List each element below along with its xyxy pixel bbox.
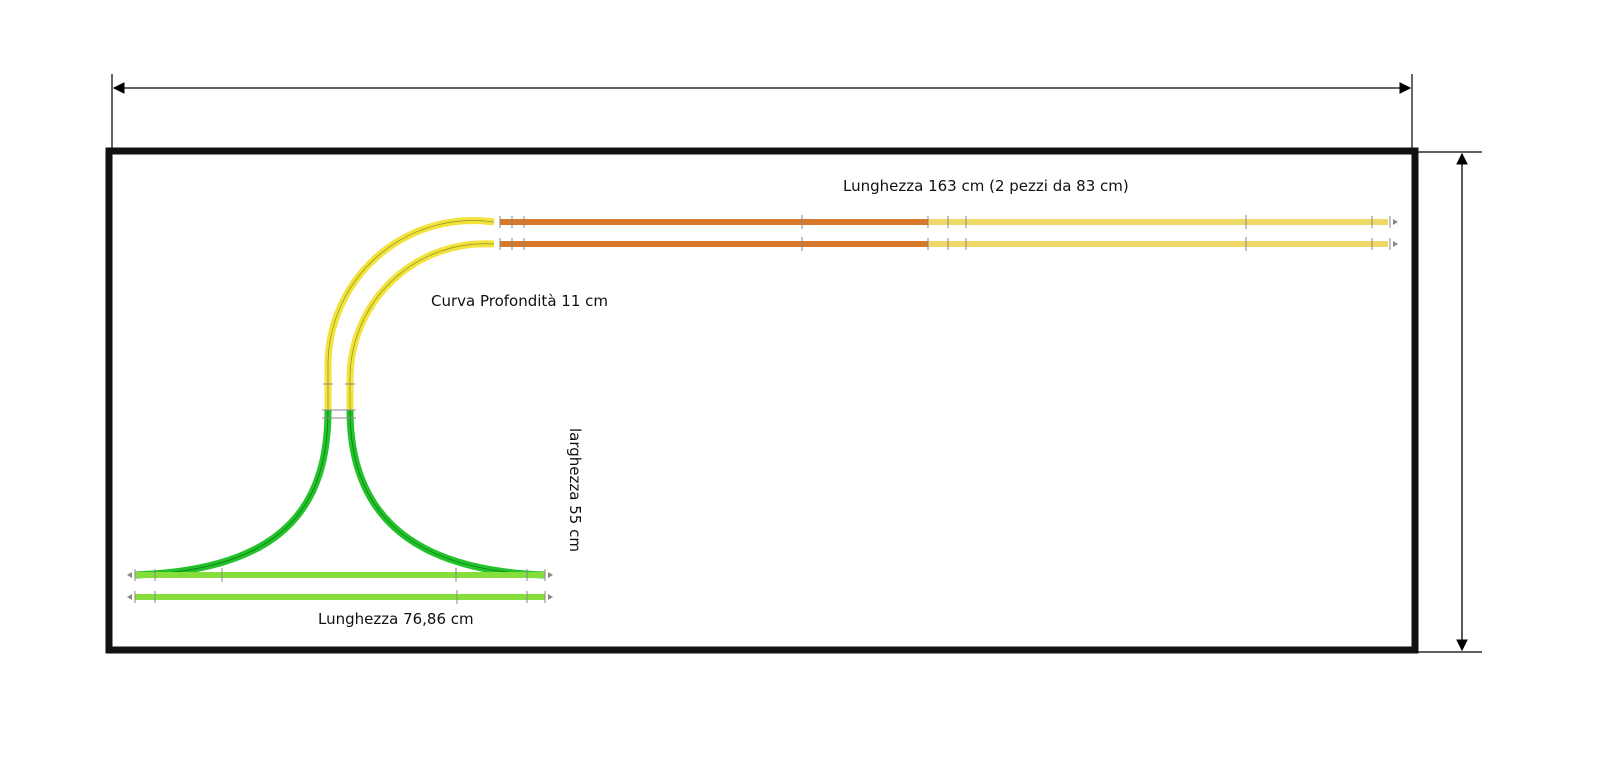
- label-top-length: Lunghezza 163 cm (2 pezzi da 83 cm): [843, 177, 1129, 195]
- vertical-dimension: [1390, 151, 1482, 653]
- board-outline: [105, 147, 1419, 654]
- label-curve-depth: Curva Profondità 11 cm: [431, 292, 608, 310]
- horizontal-dimension: [111, 74, 1413, 150]
- label-width: larghezza 55 cm: [566, 428, 584, 552]
- label-bottom-length: Lunghezza 76,86 cm: [318, 610, 474, 628]
- track-bottom-1: [135, 572, 545, 578]
- curve-inner-yellow: [346, 240, 495, 410]
- track-top-2-yellow: [928, 241, 1388, 247]
- curve-left-green: [134, 409, 332, 579]
- bottom-straight-tracks: [127, 568, 553, 604]
- curve-joiners: [322, 383, 356, 419]
- track-top-1-orange: [500, 219, 928, 225]
- track-bottom-2: [135, 594, 545, 600]
- yellow-curves: [324, 216, 495, 410]
- curve-right-green: [346, 409, 546, 579]
- top-straight-tracks: [499, 215, 1398, 251]
- track-top-1-yellow: [928, 219, 1388, 225]
- green-curves: [134, 409, 546, 579]
- track-top-2-orange: [500, 241, 928, 247]
